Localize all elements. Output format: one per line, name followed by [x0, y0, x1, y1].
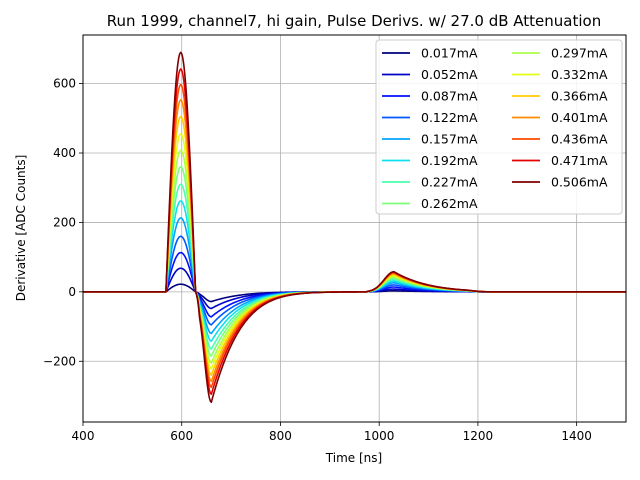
legend-label: 0.366mA	[551, 89, 608, 104]
x-tick-label: 400	[72, 429, 95, 443]
legend-label: 0.017mA	[421, 46, 478, 61]
legend-label: 0.157mA	[421, 132, 478, 147]
legend-label: 0.401mA	[551, 110, 608, 125]
legend-label: 0.227mA	[421, 175, 478, 190]
series-line-14	[83, 51, 626, 404]
plot-frame	[82, 34, 627, 423]
x-tick-label: 800	[269, 429, 292, 443]
x-tick-label: 1200	[463, 429, 494, 443]
y-axis-label: Derivative [ADC Counts]	[14, 155, 28, 302]
legend-label: 0.471mA	[551, 153, 608, 168]
y-tick-label: −200	[43, 354, 76, 368]
legend-box	[375, 39, 623, 215]
series-layer	[83, 51, 626, 404]
x-tick-label: 600	[170, 429, 193, 443]
legend: 0.017mA 0.052mA 0.087mA 0.122mA 0.157mA 0.192…	[375, 39, 623, 215]
x-axis-label: Time [ns]	[325, 451, 382, 465]
x-tick-label: 1400	[561, 429, 592, 443]
legend-label: 0.332mA	[551, 67, 608, 82]
y-tick-label: 0	[68, 285, 76, 299]
y-tick-label: 400	[53, 146, 76, 160]
legend-label: 0.122mA	[421, 110, 478, 125]
legend-label: 0.506mA	[551, 175, 608, 190]
legend-label: 0.087mA	[421, 89, 478, 104]
legend-label: 0.192mA	[421, 153, 478, 168]
legend-label: 0.297mA	[551, 46, 608, 61]
y-tick-label: 200	[53, 215, 76, 229]
y-axis: −200 0 200 400 600	[43, 77, 83, 368]
legend-label: 0.262mA	[421, 196, 478, 211]
x-axis: 400 600 800 1000 1200 1400	[72, 422, 592, 443]
legend-label: 0.436mA	[551, 132, 608, 147]
y-tick-label: 600	[53, 77, 76, 91]
legend-label: 0.052mA	[421, 67, 478, 82]
x-tick-label: 1000	[364, 429, 395, 443]
chart-title: Run 1999, channel7, hi gain, Pulse Deriv…	[107, 12, 601, 30]
